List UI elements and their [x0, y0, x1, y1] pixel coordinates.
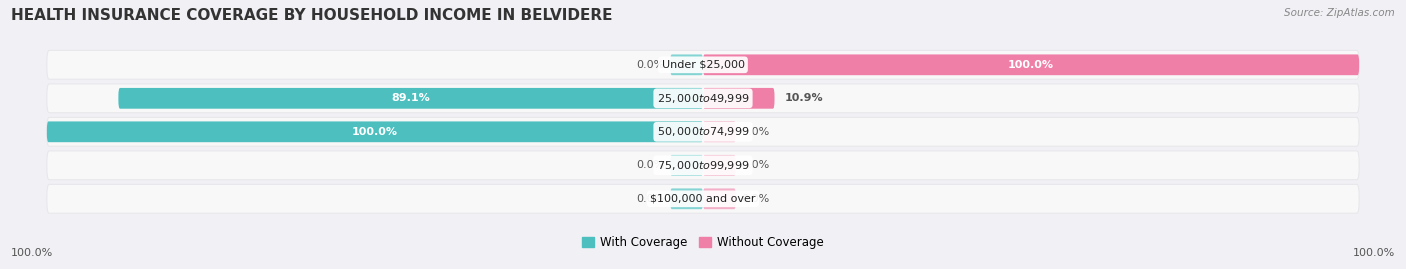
Text: 0.0%: 0.0% [741, 194, 769, 204]
FancyBboxPatch shape [46, 151, 1360, 180]
FancyBboxPatch shape [46, 117, 1360, 146]
FancyBboxPatch shape [703, 88, 775, 109]
Text: 0.0%: 0.0% [741, 127, 769, 137]
FancyBboxPatch shape [703, 54, 1360, 75]
Text: $25,000 to $49,999: $25,000 to $49,999 [657, 92, 749, 105]
Text: 100.0%: 100.0% [352, 127, 398, 137]
Text: 0.0%: 0.0% [637, 60, 665, 70]
Text: $75,000 to $99,999: $75,000 to $99,999 [657, 159, 749, 172]
Text: 0.0%: 0.0% [637, 160, 665, 170]
FancyBboxPatch shape [703, 121, 735, 142]
Text: Source: ZipAtlas.com: Source: ZipAtlas.com [1284, 8, 1395, 18]
Legend: With Coverage, Without Coverage: With Coverage, Without Coverage [578, 231, 828, 254]
Text: Under $25,000: Under $25,000 [661, 60, 745, 70]
Text: HEALTH INSURANCE COVERAGE BY HOUSEHOLD INCOME IN BELVIDERE: HEALTH INSURANCE COVERAGE BY HOUSEHOLD I… [11, 8, 613, 23]
Text: 100.0%: 100.0% [1353, 248, 1395, 258]
FancyBboxPatch shape [671, 188, 703, 209]
FancyBboxPatch shape [46, 50, 1360, 79]
FancyBboxPatch shape [703, 155, 735, 176]
Text: 100.0%: 100.0% [1008, 60, 1054, 70]
FancyBboxPatch shape [703, 188, 735, 209]
Text: $50,000 to $74,999: $50,000 to $74,999 [657, 125, 749, 138]
Text: 0.0%: 0.0% [637, 194, 665, 204]
FancyBboxPatch shape [671, 155, 703, 176]
Text: 0.0%: 0.0% [741, 160, 769, 170]
FancyBboxPatch shape [671, 54, 703, 75]
FancyBboxPatch shape [118, 88, 703, 109]
Text: $100,000 and over: $100,000 and over [650, 194, 756, 204]
FancyBboxPatch shape [46, 121, 703, 142]
Text: 100.0%: 100.0% [11, 248, 53, 258]
FancyBboxPatch shape [46, 185, 1360, 213]
Text: 89.1%: 89.1% [391, 93, 430, 103]
FancyBboxPatch shape [46, 84, 1360, 113]
Text: 10.9%: 10.9% [785, 93, 823, 103]
